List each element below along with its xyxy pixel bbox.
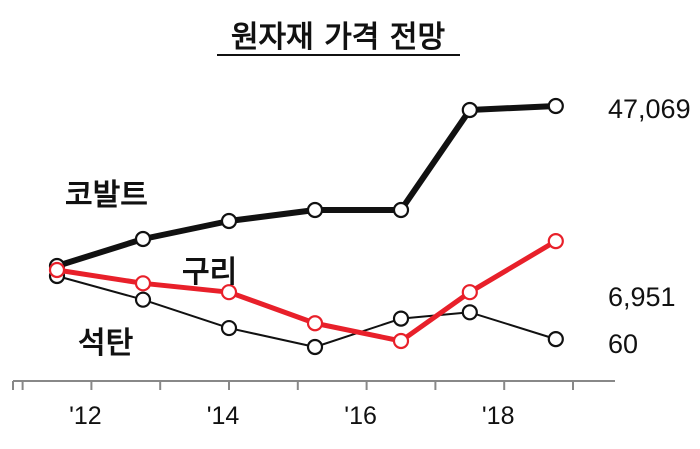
x-tick-label: '12 [69, 402, 102, 430]
x-axis [12, 380, 615, 390]
series-1 [48, 233, 564, 350]
data-point [48, 261, 66, 279]
labels: '12 '14 '16 '18 코발트 47,069 구리 6,951 석탄 60 [65, 94, 691, 430]
data-point [461, 284, 478, 301]
x-tick-label: '16 [344, 402, 377, 430]
data-point [134, 291, 152, 308]
end-value-label: 60 [608, 329, 638, 359]
data-point [392, 310, 410, 327]
data-point [306, 315, 324, 332]
data-point [547, 97, 564, 115]
end-value-label: 6,951 [608, 282, 676, 312]
data-point [134, 230, 152, 248]
plot-area [48, 97, 564, 356]
data-point [461, 101, 478, 119]
data-point [392, 332, 410, 350]
series-name-label: 석탄 [78, 326, 134, 361]
data-point [547, 233, 564, 250]
data-point [547, 331, 564, 348]
x-tick-label: '18 [482, 402, 515, 430]
series-name-label: 코발트 [65, 178, 148, 213]
data-point [392, 201, 410, 219]
data-point [306, 201, 324, 219]
series-name-label: 구리 [182, 255, 237, 290]
data-point [220, 284, 238, 301]
data-point [461, 304, 478, 321]
data-point [134, 275, 152, 292]
chart-title: 원자재 가격 전망 [231, 20, 445, 55]
end-value-label: 47,069 [608, 94, 691, 124]
x-tick-label: '14 [207, 402, 240, 430]
data-point [220, 319, 238, 337]
data-point [220, 212, 238, 230]
data-point [306, 338, 324, 356]
